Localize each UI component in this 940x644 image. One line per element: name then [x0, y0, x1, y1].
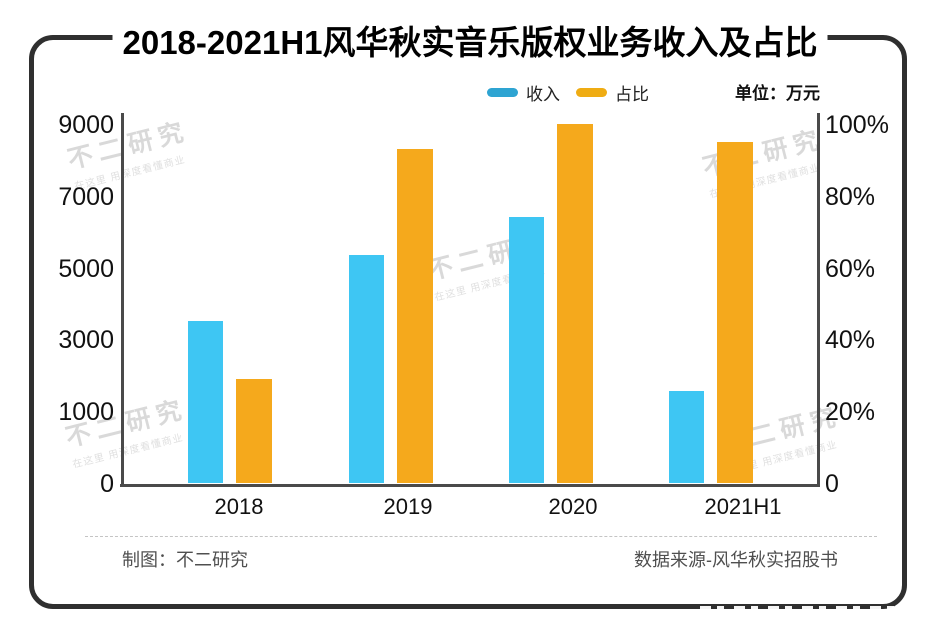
plot-area: 0 1000 3000 5000 7000 9000 0 20% 40% 60% 80% 100% 20… [58, 111, 889, 519]
right-axis-tick-80: 80% [825, 182, 876, 211]
right-axis-tick-100: 100% [825, 111, 889, 139]
right-axis-tick-0: 0 [825, 470, 839, 498]
share-swatch-icon [576, 88, 607, 97]
clipped-watermark-text [700, 606, 900, 612]
unit-label: 单位：万元 [735, 84, 820, 103]
right-axis-tick-40: 40% [825, 326, 876, 355]
category-label-2018: 2018 [214, 494, 264, 519]
left-axis-line [121, 113, 124, 487]
bar-revenue-2019 [349, 255, 384, 483]
bar-share-2020 [557, 124, 593, 483]
footer-credit: 制图：不二研究 [122, 550, 248, 570]
legend-item-share: 占比 [576, 80, 649, 105]
category-label-2020: 2020 [548, 494, 598, 519]
category-label-2019: 2019 [383, 494, 433, 519]
bar-share-2018 [236, 378, 272, 483]
left-axis-tick-0: 0 [100, 470, 114, 498]
bar-revenue-2018 [188, 321, 223, 483]
left-axis-tick-1000: 1000 [58, 398, 114, 427]
footer-divider [85, 536, 877, 537]
bottom-axis-line [120, 484, 820, 487]
legend-label-revenue: 收入 [526, 85, 560, 104]
bar-share-2021H1 [717, 141, 753, 483]
revenue-swatch-icon [487, 88, 518, 97]
right-axis-tick-20: 20% [825, 398, 876, 427]
left-axis-tick-5000: 5000 [58, 254, 114, 283]
left-axis-tick-7000: 7000 [58, 182, 114, 211]
footer-source: 数据来源-风华秋实招股书 [634, 550, 838, 570]
right-axis-tick-60: 60% [825, 254, 876, 283]
legend-label-share: 占比 [615, 85, 649, 104]
bar-share-2019 [397, 149, 433, 483]
page-title: 2018-2021H1风华秋实音乐版权业务收入及占比 [112, 16, 828, 64]
left-axis-tick-3000: 3000 [58, 326, 114, 355]
legend-item-revenue: 收入 [487, 80, 560, 105]
left-axis-tick-9000: 9000 [58, 111, 114, 139]
bar-revenue-2020 [509, 217, 544, 483]
right-axis-line [817, 113, 820, 487]
chart-legend: 收入 占比 [487, 80, 649, 105]
category-label-2021H1: 2021H1 [704, 494, 782, 519]
bar-revenue-2021H1 [669, 391, 704, 483]
